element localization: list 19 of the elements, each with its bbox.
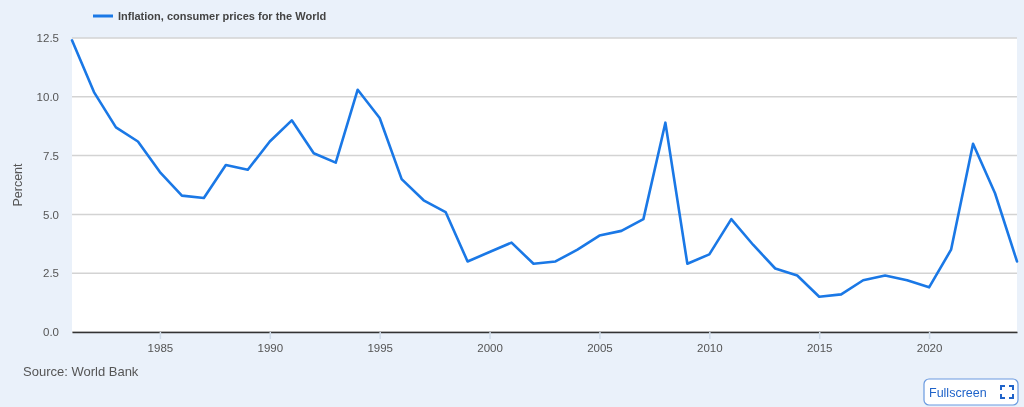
x-tick-label: 2000 [477,342,503,355]
x-tick-label: 1995 [367,342,393,355]
x-tick-label: 1985 [147,342,174,355]
fullscreen-button: Fullscreen [923,378,1019,406]
y-tick-label: 5.0 [43,208,59,221]
x-tick-label: 2005 [587,342,613,355]
x-tick-label: 2010 [697,342,723,355]
y-axis-title: Percent [11,162,25,207]
y-tick-label: 2.5 [43,267,59,280]
y-tick-label: 0.0 [43,326,59,339]
y-tick-label: 12.5 [36,32,59,45]
x-tick-label: 2015 [806,342,833,355]
x-tick-label: 2020 [916,342,943,355]
x-tick-label: 1990 [257,342,284,355]
line-series [70,39,1019,299]
y-tick-label: 10.0 [36,90,59,103]
y-tick-label: 7.5 [43,149,59,162]
legend-label: Inflation, consumer prices for the World [118,10,327,22]
source-note: Source: World Bank [23,364,139,379]
